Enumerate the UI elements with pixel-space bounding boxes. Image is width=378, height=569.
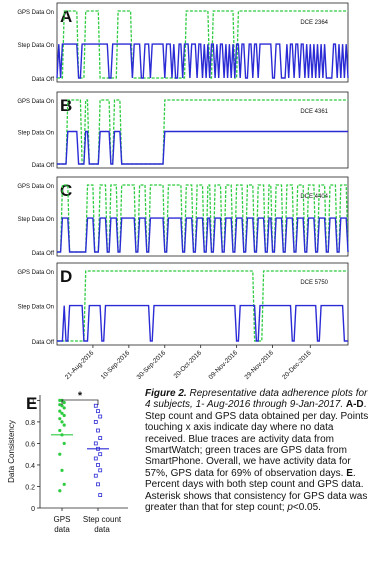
e-point-gps — [60, 420, 64, 424]
panel-frame — [56, 262, 349, 346]
e-point-step — [93, 403, 98, 408]
panel-label: B — [60, 96, 72, 115]
e-point-gps — [62, 441, 66, 446]
e-point-step — [98, 414, 103, 419]
significance-bracket — [61, 399, 99, 405]
e-y-tick-label: 0.6 — [25, 441, 35, 448]
y-label-off: Data Off — [32, 163, 55, 169]
e-point-gps — [60, 404, 64, 408]
step-trace — [57, 217, 349, 253]
x-tick-label: 20-Oct-2016 — [173, 349, 204, 380]
e-category-label: data — [94, 525, 110, 534]
y-label-off: Data Off — [32, 340, 55, 346]
gps-trace — [57, 99, 348, 165]
y-label-gps: GPS Data On — [17, 99, 54, 105]
e-point-step — [96, 463, 100, 467]
e-y-tick-label: 0.8 — [25, 420, 35, 427]
caption-ad-label: A-D — [345, 399, 364, 411]
e-point-gps — [58, 489, 62, 493]
e-point-gps — [60, 411, 64, 415]
y-label-gps: GPS Data On — [17, 270, 54, 276]
e-point-step — [93, 441, 98, 446]
y-label-step: Step Data On — [18, 305, 54, 311]
gps-trace — [57, 184, 349, 253]
caption-heading: Figure 2. — [145, 388, 187, 399]
panel-frame — [56, 91, 349, 169]
figure-caption: Figure 2. Representative data adherence … — [145, 388, 375, 513]
e-point-gps — [62, 413, 66, 418]
e-point-step — [96, 409, 100, 414]
gps-trace — [57, 10, 348, 79]
e-point-gps — [62, 400, 66, 405]
e-point-step — [93, 420, 98, 424]
panel-label: C — [60, 181, 72, 200]
e-point-gps — [58, 398, 62, 402]
e-point-step — [98, 468, 103, 473]
y-label-off: Data Off — [32, 251, 55, 257]
e-y-axis-label: Data Consistency — [7, 420, 16, 483]
significance-star: * — [78, 390, 83, 402]
e-point-gps — [62, 406, 66, 410]
step-trace — [57, 304, 348, 342]
x-tick-label: 20-Dec-2016 — [281, 349, 313, 381]
panel-frame — [56, 176, 349, 257]
e-point-step — [96, 428, 100, 433]
e-y-tick-label: 0 — [31, 506, 35, 513]
y-label-gps: GPS Data On — [17, 10, 54, 16]
e-point-step — [98, 436, 103, 440]
caption-p-text: <0.05. — [292, 502, 321, 514]
e-y-tick-label: 0.4 — [25, 463, 35, 470]
e-point-gps — [58, 428, 62, 433]
panel-label: A — [60, 7, 72, 26]
x-tick-label: 09-Nov-2016 — [208, 349, 240, 381]
subject-id: DCE 4361 — [300, 109, 328, 115]
panel-label: E — [26, 394, 37, 413]
e-point-gps — [60, 468, 64, 472]
e-y-tick-label: 1 — [31, 398, 35, 405]
caption-p: p — [287, 502, 293, 514]
x-tick-label: 21-Aug-2016 — [64, 349, 96, 381]
panel-label: D — [60, 267, 72, 286]
y-label-step: Step Data On — [18, 43, 54, 49]
e-category-label: data — [54, 525, 70, 534]
e-point-gps — [62, 423, 66, 427]
subject-id: DCE 2364 — [300, 20, 328, 26]
y-label-off: Data Off — [32, 77, 55, 83]
subject-id: DCE 5750 — [300, 280, 328, 286]
e-category-label: GPS — [54, 515, 71, 524]
y-label-gps: GPS Data On — [17, 184, 54, 190]
e-point-step — [93, 473, 98, 478]
y-label-step: Step Data On — [18, 217, 54, 223]
panel-frame — [56, 2, 349, 83]
step-trace — [57, 130, 348, 165]
caption-e-text: . Percent days with both step count and … — [145, 467, 368, 514]
e-point-step — [96, 482, 100, 487]
e-point-step — [98, 493, 103, 497]
x-tick-label: 29-Nov-2016 — [243, 349, 275, 381]
e-point-step — [98, 452, 103, 457]
x-tick-label: 30-Sep-2016 — [136, 349, 168, 381]
step-trace — [56, 43, 349, 79]
e-y-tick-label: 0.2 — [25, 484, 35, 491]
e-point-step — [93, 456, 98, 461]
gps-trace — [57, 270, 348, 342]
e-point-gps — [62, 482, 66, 486]
x-tick-label: 10-Sep-2016 — [100, 349, 132, 381]
e-point-gps — [58, 409, 62, 413]
e-category-label: Step count — [83, 515, 122, 524]
y-label-step: Step Data On — [18, 131, 54, 137]
caption-intro: Representative data adherence plots for … — [145, 388, 368, 411]
e-point-gps — [58, 417, 62, 421]
caption-ad-text: . Step count and GPS data obtained per d… — [145, 399, 369, 479]
caption-e-label: E — [346, 467, 353, 479]
e-point-gps — [58, 452, 62, 456]
